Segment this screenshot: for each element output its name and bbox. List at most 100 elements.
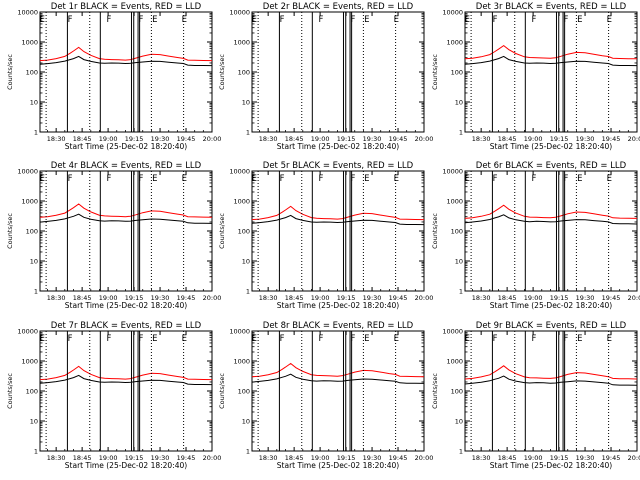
x-axis-label: Start Time (25-Dec-02 18:20:40)	[277, 461, 399, 470]
flag-letter: F	[532, 15, 537, 25]
y-tick-label: 10	[30, 417, 38, 425]
x-tick-label: 20:00	[203, 454, 222, 462]
flag-letter: F	[139, 174, 144, 184]
events-series-line	[251, 214, 425, 226]
panel-title: Det 4r BLACK = Events, RED = LLD	[51, 161, 202, 171]
y-tick-label: 1	[34, 447, 38, 455]
x-tick-label: 18:30	[472, 454, 491, 462]
flag-letter: E	[182, 15, 187, 25]
y-tick-label: 100	[238, 387, 250, 395]
x-tick-label: 20:00	[415, 454, 434, 462]
y-tick-label: 10	[455, 257, 463, 265]
x-tick-label: 19:30	[151, 454, 170, 462]
y-tick-label: 1000	[446, 38, 463, 46]
y-tick-label: 10000	[442, 8, 463, 16]
flag-letter: E	[182, 334, 187, 344]
flag-letter: F	[319, 174, 324, 184]
lld-series-line	[464, 365, 638, 380]
x-tick-label: 18:30	[47, 135, 66, 143]
flag-letter: E	[252, 174, 257, 184]
y-tick-label: 1000	[233, 38, 250, 46]
x-axis-label: Start Time (25-Dec-02 18:20:40)	[490, 301, 612, 310]
x-tick-label: 19:00	[524, 135, 543, 143]
y-axis-label: Counts/sec	[218, 54, 226, 90]
detector-panel: Det 7r BLACK = Events, RED = LLD 1 10 100 10…	[6, 321, 221, 470]
detector-panel: Det 2r BLACK = Events, RED = LLD 1 10 100 10…	[218, 2, 433, 151]
y-tick-label: 100	[26, 68, 38, 76]
y-tick-label: 1000	[446, 197, 463, 205]
x-tick-label: 20:00	[203, 294, 222, 302]
y-tick-label: 10000	[229, 8, 250, 16]
x-tick-label: 19:45	[177, 454, 196, 462]
panel-title: Det 2r BLACK = Events, RED = LLD	[263, 2, 414, 12]
y-axis-label: Counts/sec	[6, 373, 14, 409]
x-tick-label: 18:45	[285, 294, 304, 302]
flag-letter: E	[577, 15, 582, 25]
y-tick-label: 1000	[21, 38, 38, 46]
flag-letter: F	[564, 174, 569, 184]
x-tick-label: 19:30	[576, 294, 595, 302]
y-tick-label: 100	[451, 68, 463, 76]
x-tick-label: 18:45	[73, 454, 92, 462]
x-tick-label: 19:45	[389, 135, 408, 143]
x-tick-label: 18:30	[259, 135, 278, 143]
lld-series-line	[251, 205, 425, 221]
detector-panel: Det 8r BLACK = Events, RED = LLD 1 10 100 10…	[218, 321, 433, 470]
events-series-line	[251, 373, 425, 384]
x-tick-label: 19:15	[125, 454, 144, 462]
y-tick-label: 100	[238, 68, 250, 76]
x-tick-label: 20:00	[628, 294, 640, 302]
x-tick-label: 19:30	[363, 454, 382, 462]
flag-letter: F	[68, 15, 73, 25]
flag-letter: E	[607, 15, 612, 25]
x-tick-label: 19:30	[363, 135, 382, 143]
y-tick-label: 1000	[21, 357, 38, 365]
y-tick-label: 1	[246, 128, 250, 136]
x-tick-label: 19:30	[363, 294, 382, 302]
flag-letter: F	[493, 15, 498, 25]
y-tick-label: 1000	[446, 357, 463, 365]
x-tick-label: 19:15	[550, 454, 569, 462]
y-tick-label: 1	[246, 447, 250, 455]
y-tick-label: 1	[459, 128, 463, 136]
panel-title: Det 3r BLACK = Events, RED = LLD	[476, 2, 627, 12]
y-tick-label: 100	[26, 227, 38, 235]
events-series-line	[39, 55, 213, 67]
y-tick-label: 100	[451, 387, 463, 395]
x-tick-label: 20:00	[203, 135, 222, 143]
x-tick-label: 19:45	[602, 454, 621, 462]
y-tick-label: 10	[30, 98, 38, 106]
lld-series-line	[39, 203, 213, 218]
x-tick-label: 19:00	[99, 135, 118, 143]
flag-letter: E	[394, 15, 399, 25]
x-tick-label: 19:00	[99, 294, 118, 302]
flag-letter: E	[364, 174, 369, 184]
x-axis-label: Start Time (25-Dec-02 18:20:40)	[277, 301, 399, 310]
flag-letter: E	[252, 334, 257, 344]
x-tick-label: 19:45	[389, 294, 408, 302]
y-tick-label: 1	[34, 128, 38, 136]
lld-series-line	[464, 44, 638, 60]
x-tick-label: 19:15	[125, 294, 144, 302]
detector-panel: Det 6r BLACK = Events, RED = LLD 1 10 100 10…	[431, 161, 640, 310]
x-tick-label: 19:00	[311, 135, 330, 143]
lld-series-line	[251, 362, 425, 378]
y-tick-label: 10000	[17, 8, 38, 16]
plot-frame	[251, 330, 425, 452]
lld-series-line	[39, 46, 213, 62]
flag-letter: F	[564, 334, 569, 344]
x-tick-label: 18:45	[285, 135, 304, 143]
x-tick-label: 19:15	[125, 135, 144, 143]
flag-letter: F	[319, 15, 324, 25]
flag-letter: E	[364, 15, 369, 25]
y-tick-label: 10	[455, 98, 463, 106]
x-tick-label: 19:45	[602, 294, 621, 302]
y-tick-label: 10	[30, 257, 38, 265]
flag-letter: E	[40, 174, 45, 184]
flag-letter: E	[577, 334, 582, 344]
flag-letter: E	[152, 15, 157, 25]
plot-frame	[464, 170, 638, 292]
x-tick-label: 19:15	[337, 454, 356, 462]
flag-letter: E	[607, 174, 612, 184]
x-tick-label: 20:00	[628, 454, 640, 462]
